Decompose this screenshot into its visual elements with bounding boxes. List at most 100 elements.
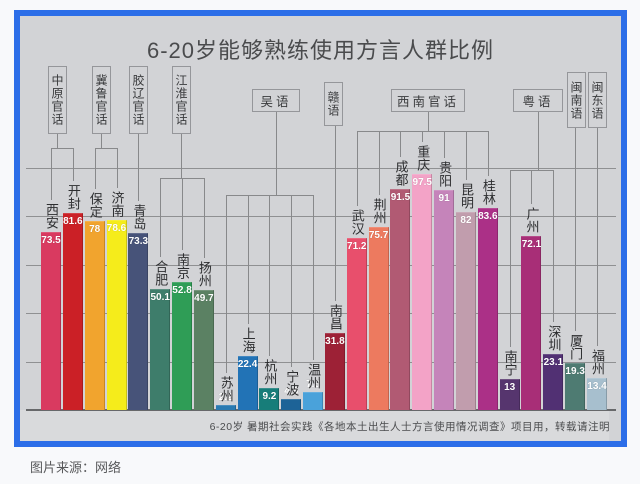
connector-line [531,170,533,204]
gridline [26,264,616,266]
dialect-group-label: 西南官话 [396,95,459,109]
connector-line [538,112,539,170]
dialect-group-box: 西南官话 [391,89,465,112]
city-label: 南昌 [327,304,343,331]
connector-bracket [160,178,204,179]
bar-value-label: 81.6 [63,215,83,227]
connector-line [160,178,162,257]
gridline [26,216,616,218]
city-label: 桂林 [480,178,496,205]
bar-value-label: 2.2 [218,391,233,403]
dialect-group-box: 闽东语 [587,72,607,128]
city-label: 成都 [393,159,409,186]
dialect-bar [259,387,280,410]
connector-line [444,131,446,158]
city-label: 昆明 [458,182,474,209]
bar-value-label: 31.8 [325,336,345,348]
connector-bracket [51,148,73,149]
dialect-group-label: 中原官话 [50,74,64,126]
city-label: 合肥 [153,259,169,286]
dialect-bar [543,354,564,410]
connector-line [422,131,424,143]
dialect-group-label: 闽南语 [569,80,583,120]
connector-line [72,148,74,181]
gridline [26,168,616,169]
chart-title: 6-20岁能够熟练使用方言人群比例 [146,38,495,63]
dialect-bar [150,288,171,410]
city-label: 武汉 [349,208,365,235]
dialect-bar [521,235,542,410]
city-label: 苏州 [218,375,234,402]
connector-bracket [509,170,554,171]
dialect-group-box: 闽南语 [566,72,586,128]
connector-line [247,195,249,324]
city-label: 贵阳 [437,160,453,187]
bar-value-label: 23.1 [543,357,564,369]
chart-footer-band [20,410,609,441]
connector-line [313,195,315,361]
bar-value-label: 75.7 [368,229,389,241]
dialect-bar [455,211,476,410]
connector-line [400,131,402,157]
city-label: 开封 [65,183,81,210]
city-label: 荆州 [371,197,387,224]
dialect-group-label: 粤语 [522,95,554,109]
bar-value-label: 71.2 [347,240,367,252]
dialect-group-box: 冀鲁官话 [91,66,111,134]
bar-value-label: 13 [504,381,516,393]
city-label: 西安 [44,203,60,230]
dialect-bar [62,212,83,410]
dialect-bar [84,221,105,410]
dialect-group-box: 赣语 [323,82,343,126]
dialect-bar [106,219,127,410]
city-label: 扬州 [196,260,212,287]
connector-line [465,131,467,180]
connector-line [291,195,293,367]
connector-line [101,134,102,148]
city-label: 保定 [87,192,103,219]
city-label: 上海 [240,326,256,353]
dialect-bar [303,392,324,410]
city-label: 重庆 [415,145,431,172]
city-label: 南宁 [502,349,518,376]
bar-value-label: 13.4 [587,380,607,392]
dialect-bar [172,282,193,410]
dialect-group-label: 冀鲁官话 [94,74,108,126]
city-label: 南京 [175,253,191,280]
connector-line [51,148,52,201]
city-label: 福州 [590,348,606,375]
gridline [26,313,616,315]
connector-line [334,126,336,302]
bar-value-label: 4.6 [284,385,299,397]
dialect-bar [41,232,61,410]
connector-line [509,170,511,347]
city-label: 广州 [524,206,540,233]
dialect-bar [128,232,149,410]
chart-source-note: 6-20岁 暑期社会实践《各地本土出生人士方言使用情况调查》项目用，转载请注明 [209,421,610,433]
bar-value-label: 73.3 [128,235,149,247]
connector-line [575,128,577,332]
dialect-bar [499,378,520,410]
connector-line [276,112,277,195]
dialect-bar [324,333,345,410]
dialect-bar [346,237,367,410]
bar-value-label: 91 [438,192,450,204]
bar-value-label: 91.5 [390,191,411,203]
dialect-group-label: 闽东语 [590,80,604,120]
bar-value-label: 52.8 [172,285,192,297]
bar-value-label: 83.6 [478,210,498,222]
city-label: 温州 [306,363,322,390]
city-label: 济南 [109,190,125,217]
dialect-group-label: 江淮官话 [174,74,188,126]
dialect-bar [237,355,258,410]
dialect-bar [368,226,389,410]
city-label: 厦门 [568,334,584,361]
city-label: 青岛 [131,203,147,230]
dialect-bar [281,398,302,410]
connector-line [378,131,380,195]
dialect-bar [390,188,411,410]
dialect-group-box: 胶辽官话 [128,66,148,134]
dialect-group-label: 吴语 [260,95,292,109]
bar-value-label: 19.3 [565,366,585,378]
